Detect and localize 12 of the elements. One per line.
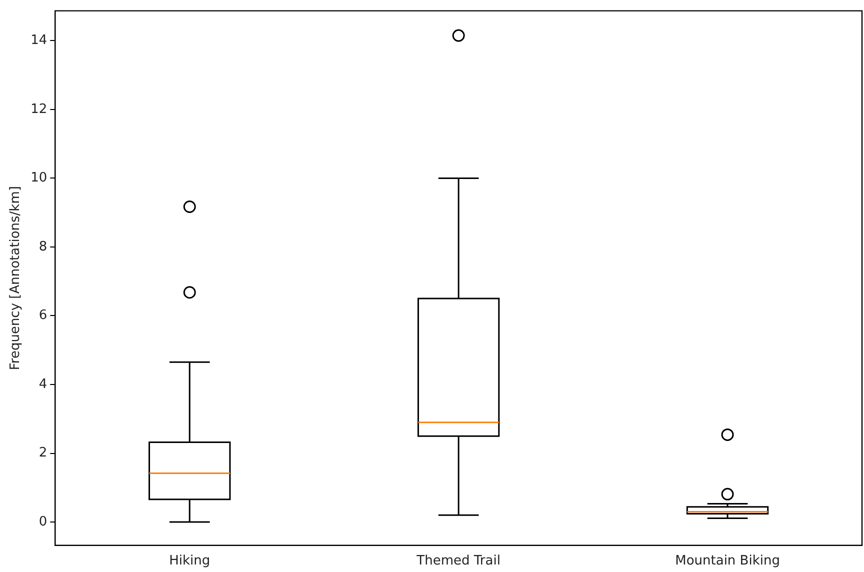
x-tick-label: Themed Trail	[416, 554, 500, 569]
y-tick-label: 6	[38, 308, 48, 324]
x-tick-label: Hiking	[169, 554, 210, 569]
y-tick-label: 12	[30, 102, 48, 117]
y-tick-label: 14	[30, 33, 48, 48]
y-tick-label: 0	[38, 514, 48, 530]
x-tick-label: Mountain Biking	[675, 554, 780, 569]
y-tick-label: 10	[30, 170, 48, 186]
y-tick-label: 4	[38, 376, 48, 392]
y-tick-label: 2	[38, 446, 48, 461]
y-axis-title: Frequency [Annotations/km]	[8, 186, 24, 370]
y-tick-label: 8	[38, 239, 48, 254]
